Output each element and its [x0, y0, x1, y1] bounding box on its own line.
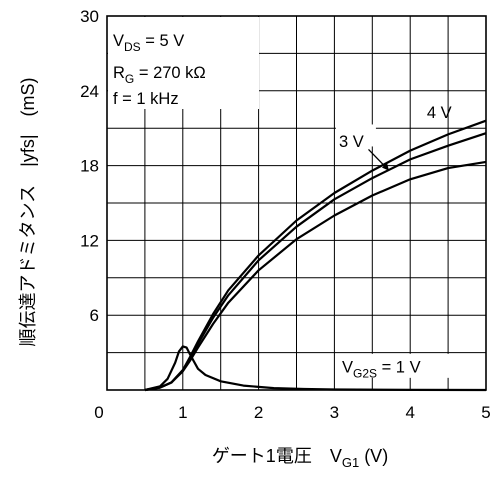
leader-arrow-3v	[381, 162, 389, 171]
series-line	[144, 345, 487, 392]
x-tick-label: 4	[405, 403, 414, 422]
condition-rg: RG = 270 kΩ	[113, 64, 206, 86]
condition-rg-rest: = 270 kΩ	[134, 64, 206, 82]
condition-vds-main: V	[113, 32, 124, 50]
y-tick-label: 24	[80, 82, 99, 101]
conditions-box	[108, 17, 259, 109]
y-axis-title: 順伝達アドミタンス |yfs| (mS)	[18, 78, 38, 347]
y-tick-label: 18	[80, 157, 99, 176]
x-axis-title-main: ゲート1電圧 V	[212, 446, 342, 466]
x-axis-title-unit: (V)	[359, 446, 388, 466]
x-tick-label: 0	[94, 403, 103, 422]
x-tick-label: 5	[481, 403, 490, 422]
x-tick-label: 2	[254, 403, 263, 422]
series-label-3v-bg	[335, 124, 376, 147]
condition-rg-sub: G	[125, 72, 134, 86]
condition-freq: f = 1 kHz	[113, 90, 179, 108]
series-label-1v-main: V	[342, 359, 353, 377]
series-label-4v: 4 V	[427, 104, 452, 122]
series-label-3v-main: 3 V	[339, 133, 364, 151]
series-label-1v-rest: = 1 V	[377, 359, 421, 377]
y-tick-label: 6	[90, 306, 99, 325]
x-tick-label: 3	[330, 403, 339, 422]
series-line	[144, 119, 487, 392]
series-label-1v-bg	[338, 353, 464, 378]
condition-rg-main: R	[113, 64, 125, 82]
x-axis-title: ゲート1電圧 VG1 (V)	[212, 446, 388, 470]
x-tick-label: 1	[178, 403, 187, 422]
condition-vds-rest: = 5 V	[141, 32, 185, 50]
series-label-4v-main: 4 V	[427, 104, 452, 122]
y-tick-label: 30	[80, 7, 99, 26]
condition-freq-main: f = 1 kHz	[113, 90, 179, 108]
series-label-1v-sub: G2S	[353, 367, 377, 381]
condition-vds: VDS = 5 V	[113, 32, 184, 54]
series-label-1v: VG2S = 1 V	[342, 359, 421, 381]
series-label-3v: 3 V	[339, 133, 364, 151]
y-tick-label: 12	[80, 231, 99, 250]
plot-frame	[106, 15, 487, 391]
x-axis-title-sub: G1	[342, 455, 359, 470]
condition-vds-sub: DS	[124, 40, 141, 54]
